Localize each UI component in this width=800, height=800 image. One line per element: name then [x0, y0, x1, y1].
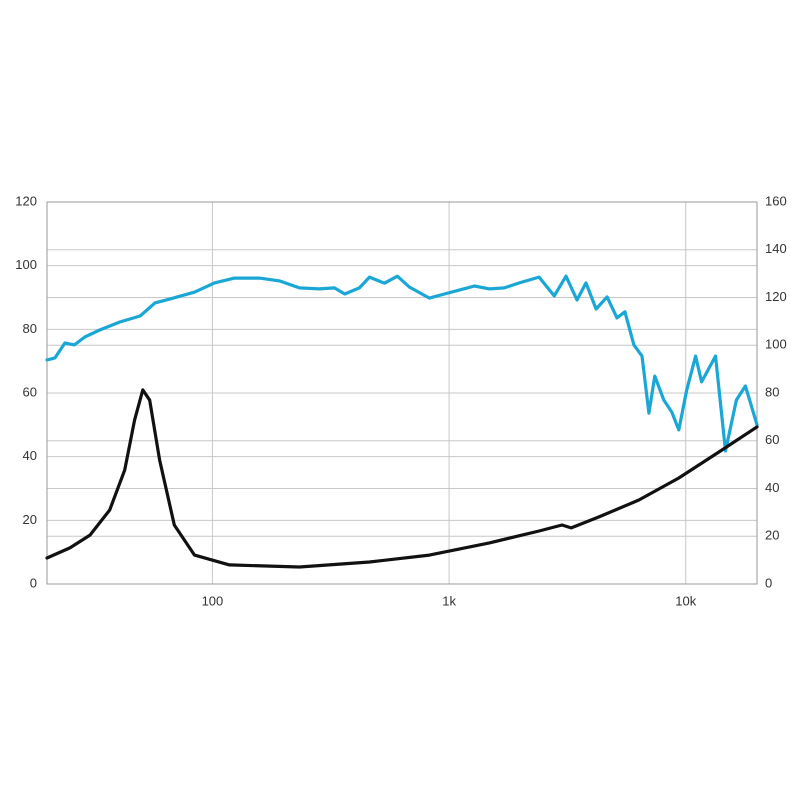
y-tick-label: 60: [23, 384, 37, 399]
y2-tick-label: 100: [765, 337, 787, 352]
y-tick-label: 20: [23, 512, 37, 527]
x-tick-label: 100: [202, 593, 224, 608]
y-tick-label: 80: [23, 321, 37, 336]
series-line: [45, 274, 759, 453]
x-tick-label: 1k: [442, 593, 456, 608]
y2-tick-label: 20: [765, 528, 779, 543]
plot-frame: [46, 201, 758, 585]
y2-tick-label: 140: [765, 241, 787, 256]
y-tick-label: 100: [15, 257, 37, 272]
y2-tick-label: 80: [765, 384, 779, 399]
y2-tick-label: 160: [765, 193, 787, 208]
x-tick-label: 10k: [675, 593, 696, 608]
y-tick-label: 120: [15, 193, 37, 208]
y2-tick-label: 40: [765, 480, 779, 495]
y2-tick-label: 120: [765, 289, 787, 304]
y-tick-label: 40: [23, 448, 37, 463]
y-tick-label: 0: [30, 575, 37, 590]
y2-tick-label: 0: [765, 575, 772, 590]
y2-tick-label: 60: [765, 432, 779, 447]
series-line: [45, 388, 759, 569]
